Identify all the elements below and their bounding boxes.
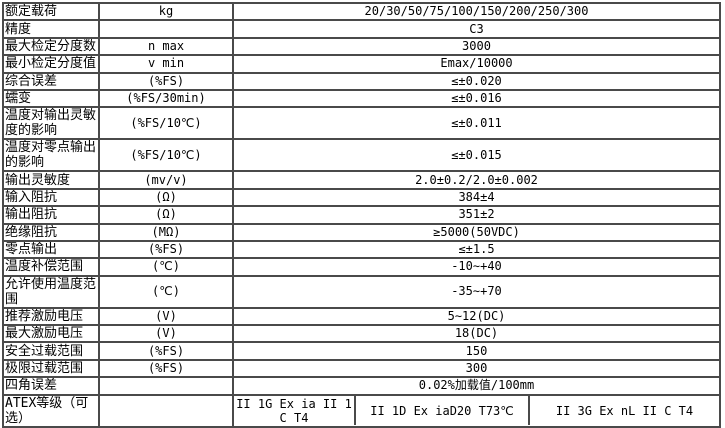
spec-value: ≤±0.015 (232, 138, 721, 173)
spec-unit: (Ω) (98, 187, 234, 208)
spec-label: 零点输出 (2, 239, 100, 260)
spec-unit: (mv/v) (98, 170, 234, 190)
spec-unit: kg (98, 1, 234, 22)
spec-unit (98, 19, 234, 39)
spec-label: 最小检定分度值 (2, 54, 100, 74)
spec-value: 384±4 (232, 187, 721, 208)
atex-split: II 1G Ex ia II 1C T4 II 1D Ex iaD20 T73℃… (235, 396, 718, 425)
table-row: 输出阻抗 (Ω) 351±2 (2, 205, 721, 225)
spec-value: ≤±1.5 (232, 239, 721, 260)
table-row: 四角误差 0.02%加载值/100mm (2, 376, 721, 396)
spec-value: 3000 (232, 36, 721, 57)
spec-value: 300 (232, 358, 721, 379)
spec-label: 最大激励电压 (2, 324, 100, 344)
spec-value: Emax/10000 (232, 54, 721, 74)
spec-label: 温度对输出灵敏度的影响 (2, 106, 100, 141)
table-row: 综合误差 (%FS) ≤±0.020 (2, 71, 721, 91)
spec-unit: (%FS) (98, 341, 234, 361)
spec-value: 0.02%加载值/100mm (232, 376, 721, 396)
spec-value: ≤±0.011 (232, 106, 721, 141)
table-row: ATEX等级（可选） II 1G Ex ia II 1C T4 II 1D Ex… (2, 393, 721, 428)
table-row: 精度 C3 (2, 19, 721, 39)
spec-label: 最大检定分度数 (2, 36, 100, 57)
spec-value: 351±2 (232, 205, 721, 225)
spec-unit: (%FS/10℃) (98, 106, 234, 141)
atex-rating-1: II 1G Ex ia II 1C T4 (236, 396, 352, 425)
spec-unit: (Ω) (98, 205, 234, 225)
table-row: 极限过载范围 (%FS) 300 (2, 358, 721, 379)
table-row: 输出灵敏度 (mv/v) 2.0±0.2/2.0±0.002 (2, 170, 721, 190)
spec-value: 2.0±0.2/2.0±0.002 (232, 170, 721, 190)
spec-value: 5∼12(DC) (232, 306, 721, 327)
spec-label: 蠕变 (2, 88, 100, 109)
table-row: 输入阻抗 (Ω) 384±4 (2, 187, 721, 208)
spec-label: 综合误差 (2, 71, 100, 91)
atex-rating-2: II 1D Ex iaD20 T73℃ (354, 396, 530, 425)
spec-unit: (V) (98, 306, 234, 327)
spec-label: 允许使用温度范围 (2, 274, 100, 309)
spec-unit: (%FS) (98, 71, 234, 91)
spec-label: 极限过载范围 (2, 358, 100, 379)
spec-label: 输出灵敏度 (2, 170, 100, 190)
spec-label: 安全过载范围 (2, 341, 100, 361)
table-row: 允许使用温度范围 (℃) -35∼+70 (2, 274, 721, 309)
table-row: 温度对输出灵敏度的影响 (%FS/10℃) ≤±0.011 (2, 106, 721, 141)
spec-label: 输出阻抗 (2, 205, 100, 225)
spec-value: ≤±0.020 (232, 71, 721, 91)
spec-unit: n max (98, 36, 234, 57)
spec-unit: (V) (98, 324, 234, 344)
spec-unit: v min (98, 54, 234, 74)
spec-unit: (℃) (98, 274, 234, 309)
spec-unit: (MΩ) (98, 222, 234, 242)
spec-label: 四角误差 (2, 376, 100, 396)
spec-unit: (%FS) (98, 358, 234, 379)
spec-unit (98, 393, 234, 428)
spec-label: 额定载荷 (2, 1, 100, 22)
spec-value: ≤±0.016 (232, 88, 721, 109)
spec-value: 18(DC) (232, 324, 721, 344)
table-row: 安全过载范围 (%FS) 150 (2, 341, 721, 361)
atex-rating-group: II 1G Ex ia II 1C T4 II 1D Ex iaD20 T73℃… (232, 393, 721, 428)
spec-unit: (%FS) (98, 239, 234, 260)
spec-value: -10∼+40 (232, 257, 721, 277)
spec-value: 20/30/50/75/100/150/200/250/300 (232, 1, 721, 22)
table-row: 额定载荷 kg 20/30/50/75/100/150/200/250/300 (2, 1, 721, 22)
spec-value: ≥5000(50VDC) (232, 222, 721, 242)
spec-label: 温度补偿范围 (2, 257, 100, 277)
table-row: 温度对零点输出的影响 (%FS/10℃) ≤±0.015 (2, 138, 721, 173)
atex-rating-3: II 3G Ex nL II C T4 (555, 403, 694, 418)
spec-unit: (%FS/10℃) (98, 138, 234, 173)
table-row: 绝缘阻抗 (MΩ) ≥5000(50VDC) (2, 222, 721, 242)
table-row: 推荐激励电压 (V) 5∼12(DC) (2, 306, 721, 327)
spec-value: C3 (232, 19, 721, 39)
spec-unit: (℃) (98, 257, 234, 277)
spec-label: 推荐激励电压 (2, 306, 100, 327)
spec-value: 150 (232, 341, 721, 361)
spec-label: 输入阻抗 (2, 187, 100, 208)
table-row: 最大激励电压 (V) 18(DC) (2, 324, 721, 344)
spec-label: 精度 (2, 19, 100, 39)
table-row: 最小检定分度值 v min Emax/10000 (2, 54, 721, 74)
spec-unit (98, 376, 234, 396)
table-row: 蠕变 (%FS/30min) ≤±0.016 (2, 88, 721, 109)
spec-label: 温度对零点输出的影响 (2, 138, 100, 173)
spec-label: 绝缘阻抗 (2, 222, 100, 242)
spec-unit: (%FS/30min) (98, 88, 234, 109)
table-row: 最大检定分度数 n max 3000 (2, 36, 721, 57)
spec-label: ATEX等级（可选） (2, 393, 100, 428)
table-row: 零点输出 (%FS) ≤±1.5 (2, 239, 721, 260)
spec-value: -35∼+70 (232, 274, 721, 309)
table-row: 温度补偿范围 (℃) -10∼+40 (2, 257, 721, 277)
